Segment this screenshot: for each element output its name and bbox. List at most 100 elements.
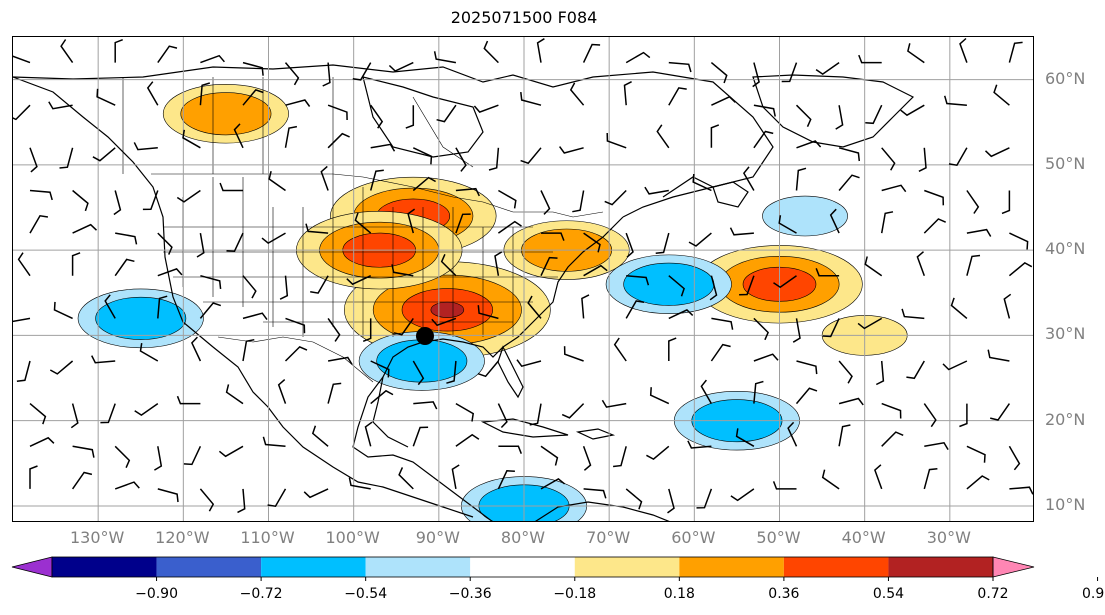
wind-barb xyxy=(613,446,627,468)
us-east-coast xyxy=(372,216,624,448)
wind-barb xyxy=(498,445,522,454)
wind-barb xyxy=(959,403,968,428)
wind-barb xyxy=(795,387,818,405)
wind-barb xyxy=(91,355,116,364)
wind-barb xyxy=(146,81,159,106)
wind-barb xyxy=(29,189,53,201)
wind-barb xyxy=(114,39,123,63)
wind-barb xyxy=(431,317,457,327)
greenland xyxy=(752,74,915,148)
wind-barb xyxy=(242,89,264,106)
colorbar-tick-label: −0.72 xyxy=(239,586,283,602)
wind-barb xyxy=(959,37,968,63)
wind-barb xyxy=(730,488,755,502)
wind-barb xyxy=(990,403,1011,421)
wind-barb xyxy=(242,275,257,299)
lon-label: 60°W xyxy=(671,528,716,547)
wind-barb xyxy=(113,190,122,216)
wind-barb xyxy=(881,147,896,171)
wind-barb xyxy=(346,275,372,286)
wind-barb xyxy=(735,428,755,447)
wind-barb xyxy=(668,309,694,320)
wind-barb xyxy=(668,87,687,106)
wind-barb xyxy=(923,403,937,428)
colorbar-segment xyxy=(888,557,993,577)
wind-barb xyxy=(114,445,131,469)
wind-barb xyxy=(696,488,713,509)
lon-label: 130°W xyxy=(69,528,125,547)
wind-barb xyxy=(583,488,607,499)
wind-barb xyxy=(687,440,712,449)
wind-barb xyxy=(72,189,89,212)
map-canvas xyxy=(13,37,1033,521)
wind-barb xyxy=(778,215,797,234)
wind-barb xyxy=(233,123,244,149)
wind-barb xyxy=(191,336,202,362)
wind-barb xyxy=(218,445,244,458)
wind-barb xyxy=(613,337,627,362)
wind-barb xyxy=(815,61,840,76)
wind-barb xyxy=(838,174,860,191)
wind-barb xyxy=(398,467,414,490)
wind-barb xyxy=(572,190,585,213)
wind-barb xyxy=(984,147,1010,158)
wind-barb xyxy=(196,232,205,258)
wind-barb xyxy=(242,61,264,76)
wind-barb xyxy=(305,223,329,234)
wind-barb xyxy=(604,189,627,206)
wind-barb xyxy=(772,481,797,490)
wind-barb xyxy=(906,360,925,380)
colorbar xyxy=(11,556,1099,581)
wind-barb xyxy=(498,189,517,209)
map-title: 2025071500 F084 xyxy=(450,8,598,27)
lat-label: 60°N xyxy=(1045,68,1086,88)
wind-barb xyxy=(53,301,73,320)
wind-barb xyxy=(362,318,372,342)
wind-barb xyxy=(710,124,720,148)
wind-barb xyxy=(451,464,460,490)
wind-barb xyxy=(626,274,650,286)
wind-barb xyxy=(261,232,286,245)
wind-barb xyxy=(865,104,883,125)
wind-barb xyxy=(692,173,712,192)
lon-label: 110°W xyxy=(240,528,295,547)
lon-label: 30°W xyxy=(926,528,971,547)
wind-barbs xyxy=(13,37,1033,514)
colorbar-tick-label: −0.54 xyxy=(344,586,388,602)
lon-label: 50°W xyxy=(756,528,801,547)
wind-barb xyxy=(711,95,736,106)
wind-barb xyxy=(199,82,211,106)
wind-barb xyxy=(369,169,384,191)
lon-label: 40°W xyxy=(841,528,886,547)
wind-barb xyxy=(322,62,331,87)
wind-barb xyxy=(176,395,201,405)
lat-label: 30°N xyxy=(1045,324,1086,344)
wind-barb xyxy=(354,212,372,234)
wind-barb xyxy=(561,403,585,419)
wind-barb xyxy=(311,425,329,447)
wind-barb xyxy=(327,317,341,342)
wind-barb xyxy=(516,359,542,368)
cuba xyxy=(480,418,569,438)
south-america xyxy=(535,501,670,521)
wind-barb xyxy=(310,275,329,294)
wind-barb xyxy=(656,124,670,149)
wind-barb xyxy=(966,190,980,214)
wind-barb xyxy=(182,129,201,149)
wind-barb xyxy=(582,43,601,63)
wind-barb xyxy=(200,54,225,64)
wind-barb xyxy=(157,295,168,319)
wind-barb xyxy=(900,104,925,117)
colorbar-tick-label: 0.54 xyxy=(872,586,905,602)
location-marker xyxy=(416,327,434,345)
wind-barb xyxy=(200,274,222,289)
wind-barb xyxy=(242,338,255,362)
wind-barb xyxy=(838,147,861,162)
wind-barb xyxy=(72,445,95,458)
wind-barb xyxy=(655,232,670,255)
colorbar-segment xyxy=(574,557,680,577)
wind-barb xyxy=(668,275,685,297)
wind-barb xyxy=(710,343,731,362)
wind-barb xyxy=(753,380,764,404)
colorbar-extend-min xyxy=(11,556,53,578)
